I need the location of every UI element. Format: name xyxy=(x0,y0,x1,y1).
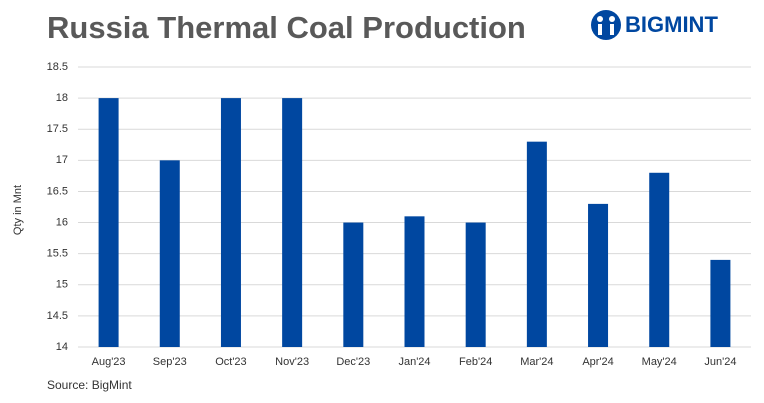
x-tick-label: Oct'23 xyxy=(215,356,246,368)
y-tick-label: 14 xyxy=(56,341,68,353)
brand-logo: BIGMINT xyxy=(591,10,718,40)
x-tick-label: Jan'24 xyxy=(398,356,430,368)
x-tick-label: Aug'23 xyxy=(92,356,126,368)
x-tick-label: May'24 xyxy=(642,356,677,368)
bar xyxy=(526,141,547,347)
brand-name: BIGMINT xyxy=(625,12,718,37)
x-tick-label: Mar'24 xyxy=(520,356,553,368)
y-tick-label: 18 xyxy=(56,92,68,104)
bar xyxy=(98,98,119,347)
chart-title: Russia Thermal Coal Production xyxy=(47,10,526,45)
x-tick-label: Jun'24 xyxy=(704,356,736,368)
bar xyxy=(649,172,670,347)
logo-dot xyxy=(609,16,615,22)
x-tick-label: Sep'23 xyxy=(153,356,187,368)
y-tick-label: 17 xyxy=(56,154,68,166)
y-tick-label: 15 xyxy=(56,279,68,291)
logo-bar xyxy=(610,24,614,35)
y-tick-label: 17.5 xyxy=(47,123,68,135)
y-tick-label: 18.5 xyxy=(47,61,68,73)
logo-dot xyxy=(597,16,603,22)
x-tick-label: Dec'23 xyxy=(336,356,370,368)
y-tick-label: 16 xyxy=(56,216,68,228)
bar xyxy=(588,203,609,347)
y-tick-label: 14.5 xyxy=(47,310,68,322)
y-tick-label: 16.5 xyxy=(47,185,68,197)
x-tick-label: Nov'23 xyxy=(275,356,309,368)
logo-icon xyxy=(591,10,621,40)
y-tick-label: 15.5 xyxy=(47,248,68,260)
x-tick-label: Feb'24 xyxy=(459,356,492,368)
bar xyxy=(159,160,180,347)
bar xyxy=(343,222,364,347)
bar xyxy=(710,259,731,347)
x-tick-label: Apr'24 xyxy=(582,356,613,368)
bar xyxy=(220,98,241,347)
y-axis-label: Qty in Mnt xyxy=(12,185,24,235)
logo-bar xyxy=(598,24,602,35)
source: Source: BigMint xyxy=(47,378,132,392)
bar xyxy=(282,98,303,347)
bar xyxy=(404,216,425,347)
bar xyxy=(465,222,486,347)
